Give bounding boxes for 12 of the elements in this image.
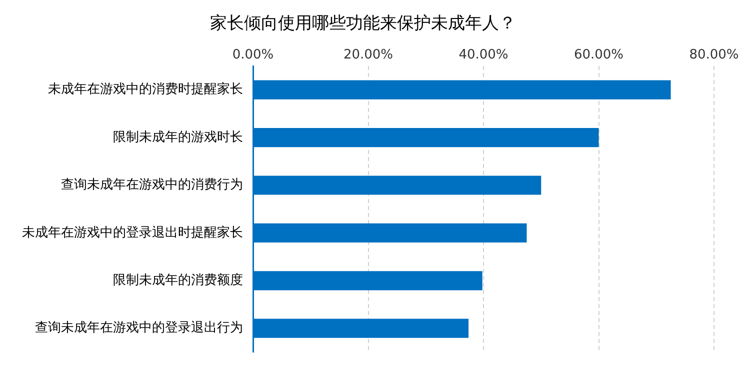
- x-tick-label: 0.00%: [232, 48, 274, 63]
- y-tick-label: 限制未成年的消费额度: [113, 272, 243, 288]
- y-tick-label: 查询未成年在游戏中的登录退出行为: [35, 320, 243, 336]
- x-tick-label: 20.00%: [343, 48, 394, 63]
- y-tick-label: 未成年在游戏中的登录退出时提醒家长: [22, 224, 243, 240]
- chart-title: 家长倾向使用哪些功能来保护未成年人？: [210, 14, 516, 34]
- y-tick-label: 未成年在游戏中的消费时提醒家长: [48, 81, 243, 98]
- y-tick-label: 查询未成年在游戏中的消费行为: [61, 178, 243, 193]
- x-tick-label: 60.00%: [574, 48, 624, 63]
- y-tick-label: 限制未成年的游戏时长: [113, 130, 243, 145]
- x-tick-label: 40.00%: [458, 48, 508, 63]
- x-tick-label: 80.00%: [689, 48, 739, 63]
